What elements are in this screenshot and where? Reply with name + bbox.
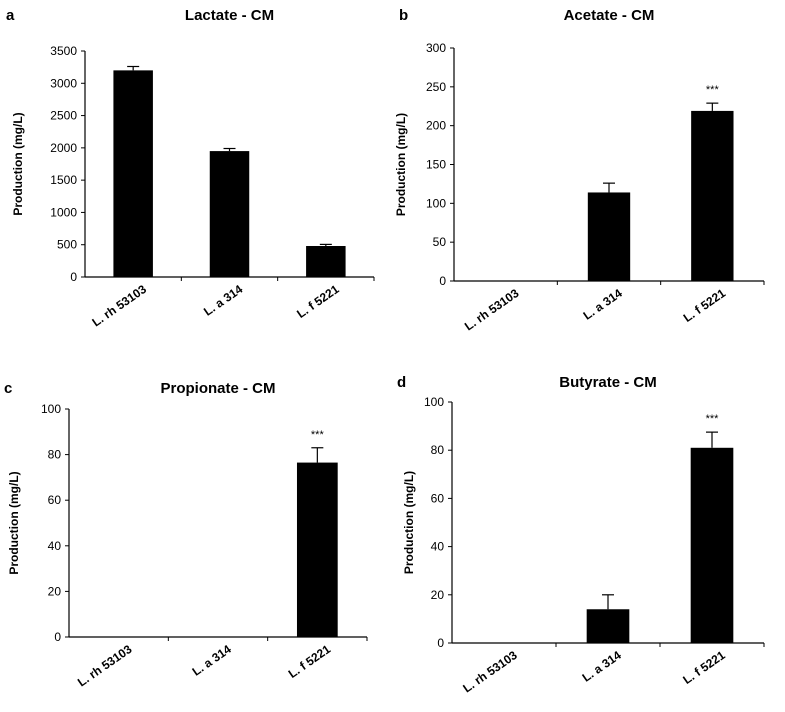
bar — [296, 462, 338, 637]
y-tick-label: 2500 — [50, 109, 77, 123]
y-tick-label: 60 — [431, 491, 445, 505]
significance-label: *** — [706, 84, 720, 96]
chart-panel-b: b Acetate - CM Production (mg/L) 0 50 100 150 2… — [394, 7, 765, 334]
y-tick-label: 0 — [70, 270, 77, 284]
y-tick-label: 80 — [48, 448, 62, 462]
bar — [586, 609, 630, 643]
panel-letter: c — [4, 380, 12, 397]
chart-panel-d: d Butyrate - CM Production (mg/L) 0 20 40 60 80… — [397, 374, 765, 696]
y-tick-label: 100 — [41, 402, 61, 416]
y-axis-label: Production (mg/L) — [394, 113, 408, 216]
x-category-label: L. f 5221 — [680, 648, 728, 687]
x-category-label: L. rh 53103 — [89, 282, 149, 330]
x-category-label: L. a 314 — [580, 648, 624, 685]
y-tick-label: 250 — [426, 80, 446, 94]
y-tick-label: 80 — [431, 443, 445, 457]
bar — [306, 246, 346, 277]
x-category-label: L. rh 53103 — [462, 286, 522, 334]
y-tick-label: 500 — [57, 238, 77, 252]
y-tick-label: 1000 — [50, 205, 77, 219]
y-tick-label: 1500 — [50, 173, 77, 187]
bar — [691, 110, 734, 281]
y-tick-label: 200 — [426, 119, 446, 133]
bar — [587, 192, 631, 281]
significance-label: *** — [706, 413, 720, 425]
y-tick-label: 20 — [48, 584, 62, 598]
bar — [113, 70, 153, 277]
y-tick-label: 150 — [426, 158, 446, 172]
y-tick-label: 300 — [426, 41, 446, 55]
y-tick-label: 3000 — [50, 76, 77, 90]
y-tick-label: 2000 — [50, 141, 77, 155]
y-tick-label: 0 — [437, 636, 444, 650]
y-tick-label: 100 — [426, 196, 446, 210]
y-tick-label: 0 — [54, 630, 61, 644]
chart-title: Acetate - CM — [564, 7, 655, 24]
panel-letter: b — [399, 7, 408, 24]
chart-panel-a: a Lactate - CM Production (mg/L) 0 500 1000 15… — [6, 7, 375, 330]
chart-title: Propionate - CM — [161, 380, 276, 397]
significance-label: *** — [311, 429, 325, 441]
x-category-label: L. f 5221 — [681, 286, 729, 325]
y-tick-label: 60 — [48, 493, 62, 507]
y-tick-label: 40 — [431, 540, 445, 554]
chart-panel-c: c Propionate - CM Production (mg/L) 0 20 40 60… — [4, 380, 368, 690]
chart-title: Butyrate - CM — [559, 374, 657, 391]
y-tick-label: 3500 — [50, 44, 77, 58]
panel-letter: d — [397, 374, 406, 391]
x-category-label: L. a 314 — [190, 642, 234, 679]
x-category-label: L. f 5221 — [286, 642, 334, 681]
x-category-label: L. f 5221 — [294, 282, 342, 321]
y-axis-label: Production (mg/L) — [11, 112, 25, 215]
x-category-label: L. rh 53103 — [460, 648, 520, 696]
x-category-label: L. rh 53103 — [75, 642, 135, 690]
y-axis-label: Production (mg/L) — [7, 471, 21, 574]
bar — [690, 447, 734, 643]
y-tick-label: 20 — [431, 588, 445, 602]
y-axis-label: Production (mg/L) — [402, 471, 416, 574]
chart-title: Lactate - CM — [185, 7, 274, 24]
bar — [209, 151, 250, 277]
x-category-label: L. a 314 — [201, 282, 245, 319]
y-tick-label: 0 — [439, 274, 446, 288]
y-tick-label: 40 — [48, 539, 62, 553]
y-tick-label: 50 — [433, 235, 447, 249]
y-tick-label: 100 — [424, 395, 444, 409]
x-category-label: L. a 314 — [581, 286, 625, 323]
panel-letter: a — [6, 7, 15, 24]
